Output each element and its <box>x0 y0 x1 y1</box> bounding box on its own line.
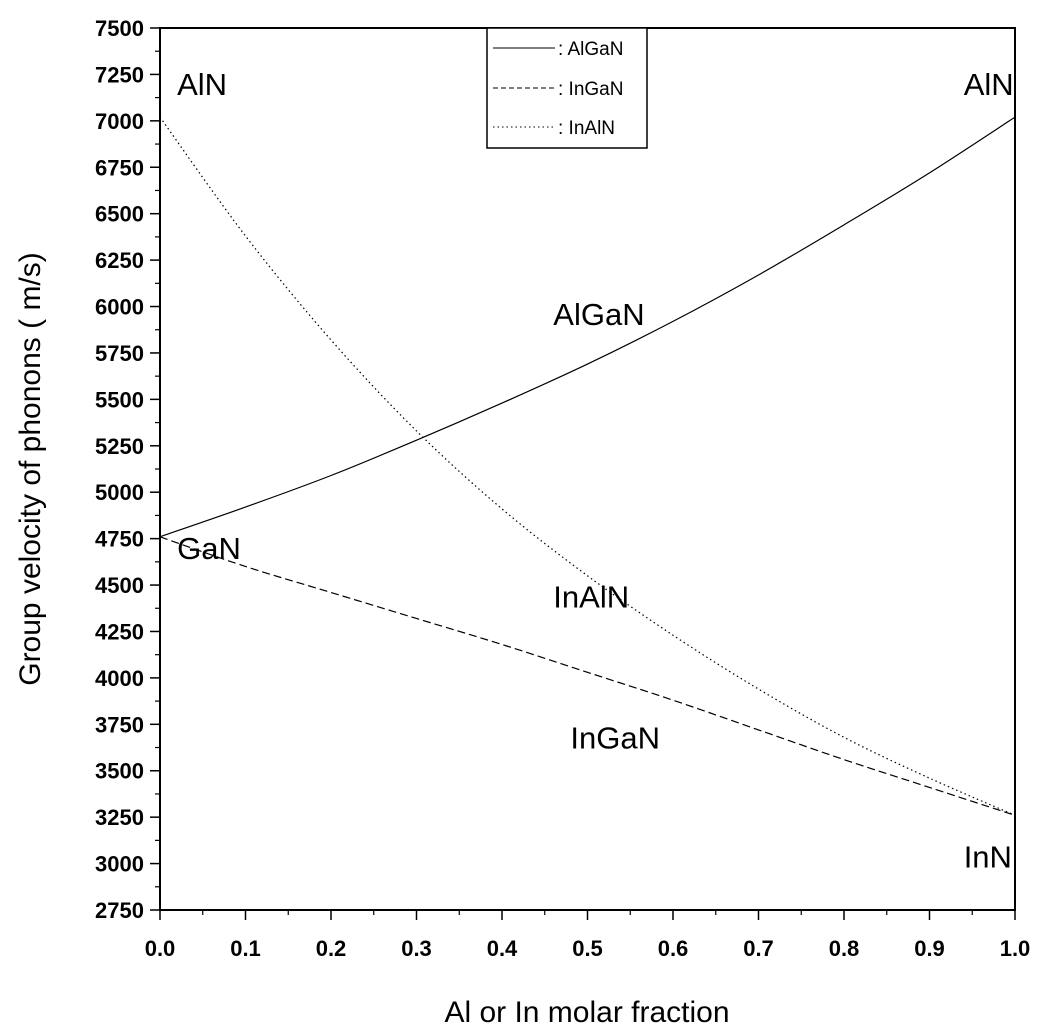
annotation-ingan: InGaN <box>570 720 660 755</box>
y-tick-label: 4750 <box>95 527 144 552</box>
y-tick-label: 3250 <box>95 805 144 830</box>
y-tick-label: 5250 <box>95 434 144 459</box>
y-tick-label: 3750 <box>95 712 144 737</box>
y-tick-label: 7000 <box>95 109 144 134</box>
y-tick-label: 4250 <box>95 619 144 644</box>
legend-label-algan: : AlGaN <box>558 39 623 60</box>
y-tick-label: 6250 <box>95 248 144 273</box>
y-tick-label: 2750 <box>95 898 144 923</box>
x-tick-label: 0.1 <box>230 936 261 961</box>
x-tick-label: 0.3 <box>401 936 432 961</box>
y-tick-label: 3000 <box>95 852 144 877</box>
x-tick-label: 0.5 <box>572 936 603 961</box>
annotation-inaln: InAlN <box>553 579 629 614</box>
x-tick-label: 0.7 <box>743 936 774 961</box>
legend-label-ingan: : InGaN <box>558 79 623 100</box>
annotation-aln: AlN <box>177 67 227 102</box>
x-tick-label: 0.9 <box>914 936 945 961</box>
x-axis-title: Al or In molar fraction <box>444 996 729 1029</box>
y-tick-label: 5500 <box>95 387 144 412</box>
plot-frame <box>159 27 1016 911</box>
x-tick-label: 0.6 <box>658 936 689 961</box>
y-axis-title: Group velocity of phonons ( m/s) <box>14 252 47 686</box>
annotation-algan: AlGaN <box>553 297 644 332</box>
y-tick-label: 4500 <box>95 573 144 598</box>
x-tick-label: 0.4 <box>487 936 518 961</box>
y-tick-label: 7250 <box>95 62 144 87</box>
y-tick-label: 6750 <box>95 155 144 180</box>
legend-label-inaln: : InAlN <box>558 118 615 139</box>
series-lines <box>159 116 1016 816</box>
y-tick-label: 6000 <box>95 295 144 320</box>
annotation-gan: GaN <box>177 531 241 566</box>
series-line-inaln <box>159 116 1016 816</box>
x-tick-label: 1.0 <box>1000 936 1031 961</box>
annotation-inn: InN <box>964 839 1012 874</box>
y-axis-ticks: 2750 3000 3250 3500 3750 4000 4250 4500 4750 5000… <box>95 16 160 923</box>
x-tick-label: 0.0 <box>145 936 176 961</box>
y-tick-label: 5750 <box>95 341 144 366</box>
y-tick-label: 4000 <box>95 666 144 691</box>
legend: : AlGaN : InGaN : InAlN <box>486 27 648 149</box>
y-tick-label: 6500 <box>95 202 144 227</box>
series-line-ingan <box>159 536 1016 816</box>
x-tick-label: 0.2 <box>316 936 347 961</box>
x-tick-label: 0.8 <box>829 936 860 961</box>
y-tick-label: 7500 <box>95 16 144 41</box>
curve-annotations: AlN AlN AlGaN GaN InAlN InGaN InN <box>177 67 1014 874</box>
y-tick-label: 3500 <box>95 759 144 784</box>
annotation-aln: AlN <box>964 67 1014 102</box>
series-line-algan <box>159 116 1016 538</box>
x-axis-ticks: 0.0 0.1 0.2 0.3 0.4 0.5 0.6 0.7 0.8 0.9 1.0 <box>145 910 1031 961</box>
y-tick-label: 5000 <box>95 480 144 505</box>
